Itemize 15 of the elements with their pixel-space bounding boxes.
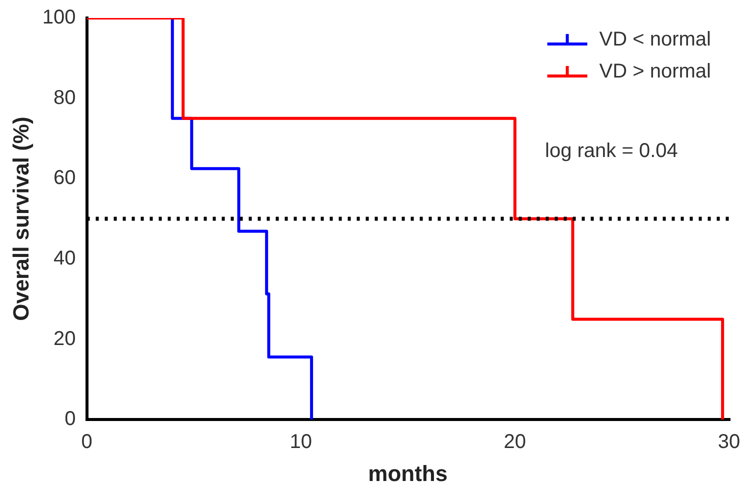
x-tick-label: 0	[81, 431, 92, 454]
y-tick-label: 100	[42, 6, 76, 29]
y-tick-label: 40	[54, 247, 76, 270]
x-tick-label: 10	[290, 431, 312, 454]
legend-label: VD < normal	[599, 28, 712, 51]
x-tick-label: 30	[718, 431, 740, 454]
y-tick-label: 20	[54, 328, 76, 350]
x-tick-label: 20	[504, 431, 526, 454]
y-tick-label: 60	[54, 167, 76, 190]
y-tick-label: 80	[54, 86, 76, 109]
x-axis-title: months	[368, 460, 448, 486]
legend-label: VD > normal	[599, 60, 712, 83]
y-tick-label: 0	[64, 408, 76, 430]
annotation: log rank = 0.04	[545, 140, 678, 163]
y-axis-title: Overall survival (%)	[8, 116, 34, 321]
